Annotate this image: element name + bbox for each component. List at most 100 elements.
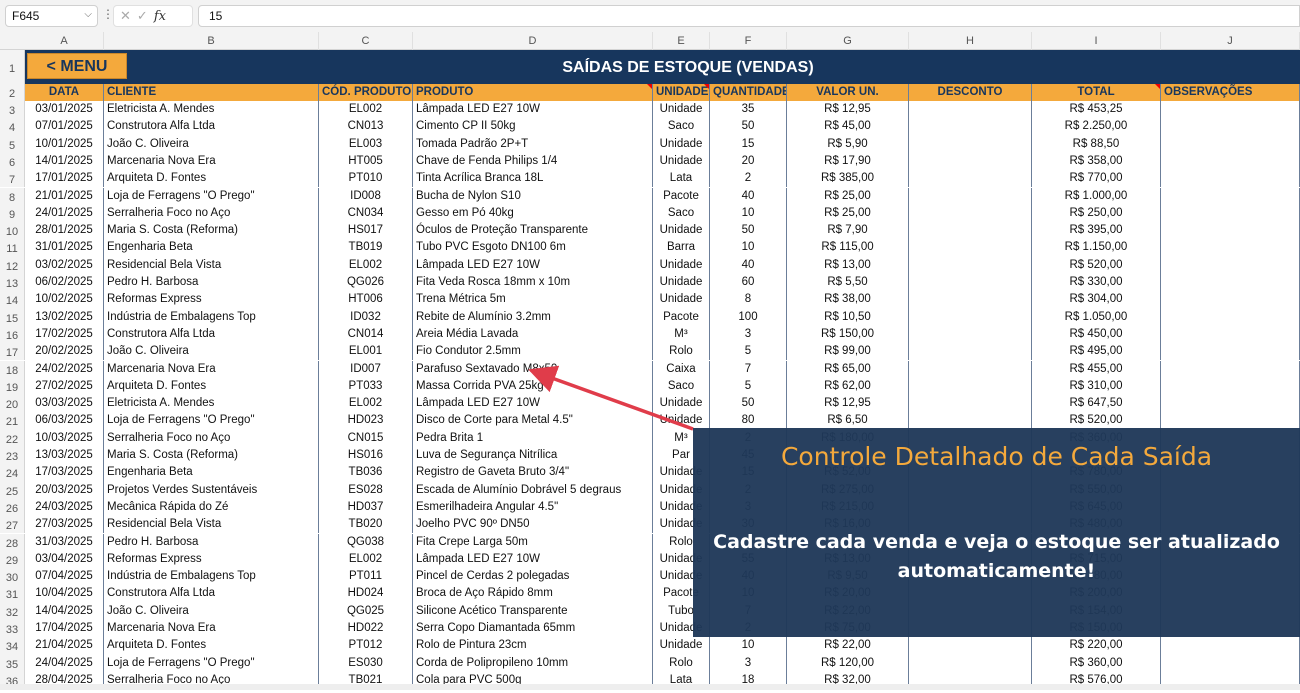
table-cell[interactable]: 10 — [710, 204, 787, 223]
table-cell[interactable] — [909, 274, 1032, 292]
row-header[interactable]: 34 — [0, 637, 25, 655]
column-header-H[interactable]: H — [909, 32, 1032, 50]
header-cell[interactable]: DESCONTO — [909, 84, 1032, 101]
table-cell[interactable]: 20 — [710, 152, 787, 171]
table-cell[interactable]: PT033 — [319, 377, 413, 396]
row-header[interactable]: 25 — [0, 481, 25, 499]
table-cell[interactable]: CN015 — [319, 429, 413, 447]
table-cell[interactable]: Caixa — [653, 360, 710, 378]
table-cell[interactable]: Rolo de Pintura 23cm — [413, 637, 653, 655]
column-header-D[interactable]: D — [413, 32, 653, 50]
table-cell[interactable] — [909, 118, 1032, 136]
table-cell[interactable]: Fio Condutor 2.5mm — [413, 343, 653, 361]
table-cell[interactable]: ES028 — [319, 481, 413, 499]
comment-indicator-icon[interactable] — [1155, 84, 1160, 89]
table-cell[interactable]: 14/01/2025 — [25, 152, 104, 171]
table-cell[interactable]: Saco — [653, 377, 710, 396]
row-header[interactable]: 10 — [0, 222, 25, 240]
table-cell[interactable]: Construtora Alfa Ltda — [104, 118, 319, 136]
table-cell[interactable]: 24/01/2025 — [25, 204, 104, 223]
row-header[interactable]: 24 — [0, 464, 25, 482]
table-cell[interactable]: Pincel de Cerdas 2 polegadas — [413, 568, 653, 586]
table-cell[interactable]: QG025 — [319, 602, 413, 620]
row-header[interactable]: 4 — [0, 118, 25, 136]
table-cell[interactable]: 20/02/2025 — [25, 343, 104, 361]
table-cell[interactable]: CN034 — [319, 204, 413, 223]
table-cell[interactable]: Trena Métrica 5m — [413, 291, 653, 309]
table-cell[interactable]: 35 — [710, 101, 787, 119]
table-cell[interactable] — [909, 256, 1032, 274]
table-cell[interactable]: HD037 — [319, 498, 413, 517]
table-cell[interactable]: Registro de Gaveta Bruto 3/4" — [413, 464, 653, 482]
table-cell[interactable] — [909, 654, 1032, 672]
table-cell[interactable]: 15 — [710, 135, 787, 153]
table-cell[interactable]: Unidade — [653, 412, 710, 430]
table-cell[interactable]: R$ 7,90 — [787, 222, 909, 240]
table-cell[interactable]: 10/03/2025 — [25, 429, 104, 447]
table-cell[interactable]: R$ 88,50 — [1032, 135, 1161, 153]
table-cell[interactable]: CN013 — [319, 118, 413, 136]
table-cell[interactable]: Unidade — [653, 135, 710, 153]
table-cell[interactable]: 8 — [710, 291, 787, 309]
table-cell[interactable]: Indústria de Embalagens Top — [104, 568, 319, 586]
table-cell[interactable]: R$ 520,00 — [1032, 256, 1161, 274]
row-header[interactable]: 12 — [0, 256, 25, 274]
table-cell[interactable]: Corda de Polipropileno 10mm — [413, 654, 653, 672]
table-cell[interactable]: Areia Média Lavada — [413, 325, 653, 344]
table-cell[interactable] — [909, 360, 1032, 378]
table-cell[interactable] — [909, 395, 1032, 413]
table-cell[interactable] — [909, 637, 1032, 655]
table-cell[interactable]: R$ 520,00 — [1032, 412, 1161, 430]
header-cell[interactable]: DATA — [25, 84, 104, 101]
table-cell[interactable]: EL001 — [319, 343, 413, 361]
table-cell[interactable]: HS017 — [319, 222, 413, 240]
table-cell[interactable]: Esmerilhadeira Angular 4.5" — [413, 498, 653, 517]
table-cell[interactable]: Unidade — [653, 101, 710, 119]
row-header[interactable]: 20 — [0, 395, 25, 413]
table-cell[interactable] — [909, 291, 1032, 309]
table-cell[interactable] — [909, 204, 1032, 223]
table-cell[interactable]: Arquiteta D. Fontes — [104, 377, 319, 396]
column-header-E[interactable]: E — [653, 32, 710, 50]
table-cell[interactable]: Eletricista A. Mendes — [104, 101, 319, 119]
name-box[interactable]: F645 ⌵ — [5, 5, 98, 27]
table-cell[interactable]: 24/04/2025 — [25, 654, 104, 672]
table-cell[interactable]: R$ 576,00 — [1032, 671, 1161, 690]
column-header-G[interactable]: G — [787, 32, 909, 50]
table-cell[interactable]: Lata — [653, 671, 710, 690]
table-cell[interactable]: Loja de Ferragens "O Prego" — [104, 187, 319, 205]
table-cell[interactable]: HD022 — [319, 620, 413, 638]
table-cell[interactable]: João C. Oliveira — [104, 602, 319, 620]
table-cell[interactable]: HT005 — [319, 152, 413, 171]
cancel-icon[interactable]: ✕ — [120, 8, 137, 23]
table-cell[interactable]: Pedro H. Barbosa — [104, 533, 319, 551]
row-header[interactable]: 28 — [0, 533, 25, 551]
table-cell[interactable]: R$ 10,50 — [787, 308, 909, 326]
table-cell[interactable]: 03/01/2025 — [25, 101, 104, 119]
table-cell[interactable]: EL002 — [319, 256, 413, 274]
table-cell[interactable]: Massa Corrida PVA 25kg — [413, 377, 653, 396]
table-cell[interactable]: 18 — [710, 671, 787, 690]
column-header-C[interactable]: C — [319, 32, 413, 50]
more-options-icon[interactable]: ⋮ — [102, 7, 114, 21]
table-cell[interactable]: Mecânica Rápida do Zé — [104, 498, 319, 517]
table-cell[interactable]: 10/01/2025 — [25, 135, 104, 153]
table-cell[interactable]: Lâmpada LED E27 10W — [413, 256, 653, 274]
table-cell[interactable]: R$ 647,50 — [1032, 395, 1161, 413]
table-cell[interactable]: R$ 13,00 — [787, 256, 909, 274]
table-cell[interactable]: 10/02/2025 — [25, 291, 104, 309]
table-cell[interactable]: Lata — [653, 170, 710, 188]
table-cell[interactable]: 17/03/2025 — [25, 464, 104, 482]
table-cell[interactable]: Óculos de Proteção Transparente — [413, 222, 653, 240]
table-cell[interactable]: Fita Crepe Larga 50m — [413, 533, 653, 551]
table-cell[interactable]: R$ 5,50 — [787, 274, 909, 292]
table-cell[interactable]: Fita Veda Rosca 18mm x 10m — [413, 274, 653, 292]
row-header[interactable]: 17 — [0, 343, 25, 361]
table-cell[interactable]: HD023 — [319, 412, 413, 430]
row-header[interactable]: 32 — [0, 602, 25, 620]
table-cell[interactable] — [909, 325, 1032, 344]
menu-button[interactable]: < MENU — [27, 53, 127, 79]
table-cell[interactable]: 10/04/2025 — [25, 585, 104, 603]
table-cell[interactable]: ES030 — [319, 654, 413, 672]
table-cell[interactable]: Unidade — [653, 395, 710, 413]
